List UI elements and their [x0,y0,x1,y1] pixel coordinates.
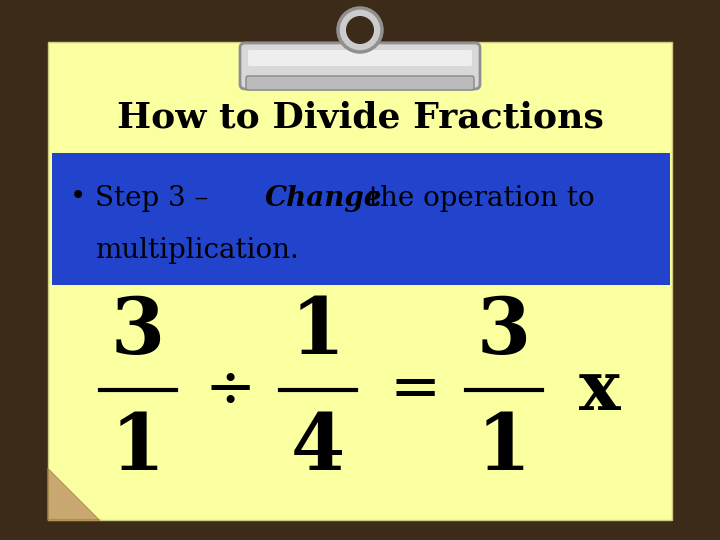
Text: How to Divide Fractions: How to Divide Fractions [117,101,603,135]
Circle shape [338,8,382,52]
Text: =: = [390,360,441,420]
Text: ÷: ÷ [204,360,256,420]
Text: Step 3 –: Step 3 – [95,185,217,212]
Text: 3: 3 [111,294,165,370]
Text: Change: Change [265,185,382,212]
FancyBboxPatch shape [246,76,474,90]
Text: 1: 1 [111,410,165,486]
FancyBboxPatch shape [240,43,480,89]
Text: the operation to: the operation to [360,185,595,212]
Polygon shape [48,468,100,520]
Circle shape [346,16,374,44]
Text: multiplication.: multiplication. [95,238,299,265]
Polygon shape [48,468,100,520]
Text: x: x [580,356,621,423]
Text: 1: 1 [477,410,531,486]
FancyBboxPatch shape [48,42,672,520]
Text: 3: 3 [477,294,531,370]
Text: 4: 4 [291,410,345,486]
Bar [52,153,670,285]
Text: 1: 1 [291,294,345,370]
FancyBboxPatch shape [248,50,472,66]
Text: •: • [70,185,86,212]
